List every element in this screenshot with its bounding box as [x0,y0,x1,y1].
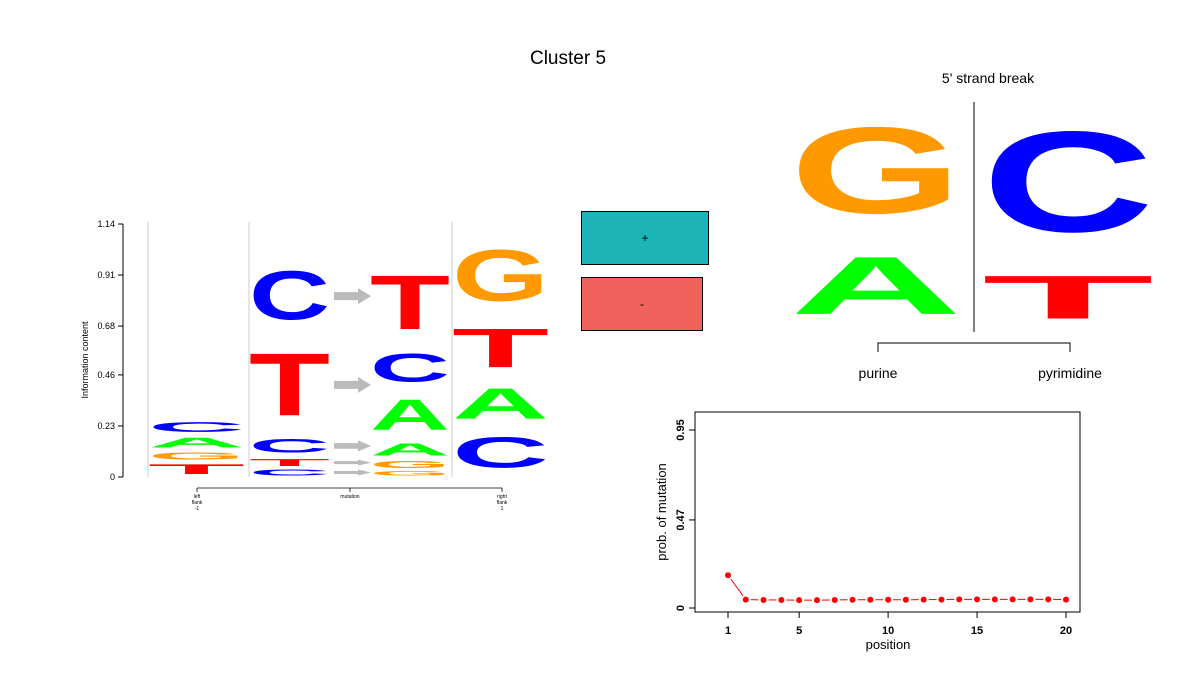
data-point [760,596,767,603]
logo-letter-c: C [249,468,330,477]
data-point [742,596,749,603]
logo-y-axis: 0 0.23 0.46 0.68 0.91 1.14 [97,219,124,482]
strand-break-title: 5' strand break [942,70,1035,86]
logo-letter-c: C [148,419,245,434]
logo-x-tick-label: flank [497,500,508,506]
sequence-logo-chart: 0 0.23 0.46 0.68 0.91 1.14 Information conten… [80,219,549,512]
line-y-tick-label: 0 [675,605,687,611]
data-point [778,596,785,603]
data-point [1027,596,1034,603]
line-x-tick-label: 10 [882,625,894,637]
logo-letter-a: A [452,380,549,428]
line-x-tick-label: 20 [1060,625,1072,637]
logo-letter-a: A [370,439,450,459]
logo-letter-g: G [452,234,549,316]
logo-column-dividers [147,222,453,477]
mutation-arrow [334,440,371,452]
logo-y-tick-label: 0.91 [97,270,115,280]
data-point [813,597,820,604]
logo-x-tick-label: -1 [195,506,200,512]
purine-label: purine [859,365,898,381]
data-point [920,596,927,603]
line-x-axis: 1 5 10 15 20 [725,612,1072,637]
data-point [1009,596,1016,603]
logo-y-tick-label: 0.23 [97,421,115,431]
plot-frame [694,411,1081,613]
logo-letter-t: T [148,461,245,477]
logo-letter-t: T [370,259,450,345]
data-point [991,596,998,603]
logo-letter-t: T [452,317,549,379]
mutation-arrow [334,469,371,476]
data-point [796,597,803,604]
logo-letter-a: A [148,435,245,450]
chart-title: Cluster 5 [529,48,607,69]
data-point [867,596,874,603]
data-point [885,596,892,603]
logo-letter-c: C [249,257,330,334]
line-x-axis-label: position [866,637,911,652]
logo-y-tick-label: 1.14 [97,219,115,229]
line-x-tick-label: 5 [796,625,802,637]
break-letter-t: T [982,263,1154,332]
logo-mutation-arrows [334,288,371,476]
data-point [938,596,945,603]
logo-x-tick-label: mutation [340,494,359,500]
mutation-arrow [334,288,371,305]
line-y-axis: 0 0.47 0.95 [675,419,695,611]
line-y-tick-label: 0.47 [675,509,687,530]
logo-letter-c: C [249,435,330,457]
mutation-arrow [334,376,371,393]
break-letter-c: C [982,101,1154,262]
data-point [974,596,981,603]
mutation-probability-chart: 00.470.95 1 5 10 15 20 position prob. of mut… [654,411,1081,652]
logo-y-tick-label: 0 [110,472,115,482]
minus-strand-box: - [581,277,703,331]
data-point [849,596,856,603]
pyrimidine-label: pyrimidine [1038,365,1102,381]
logo-x-tick-label: flank [192,500,203,506]
mutation-arrow [334,459,371,466]
logo-letter-c: C [370,346,450,390]
break-letter-g: G [790,101,962,239]
logo-y-tick-label: 0.46 [97,370,115,380]
logo-letter-c: C [452,429,549,477]
logo-y-axis-label: Information content [80,321,90,399]
plus-strand-box: + [581,211,709,265]
logo-letter-g: G [370,470,450,477]
logo-y-tick-label: 0.68 [97,321,115,331]
data-point [831,596,838,603]
logo-letter-g: G [370,459,450,470]
strand-break-bracket [877,342,1071,352]
line-x-tick-label: 1 [725,625,731,637]
data-point [956,596,963,603]
data-point [1063,596,1069,603]
logo-x-tick-label: right [497,494,507,500]
logo-letter-t: T [249,335,330,434]
logo-x-tick-label: left [194,494,201,500]
logo-letter-a: A [370,390,450,439]
break-letter-a: A [790,240,962,332]
line-y-tick-label: 0.95 [675,419,687,440]
logo-x-tick-label: 1 [501,506,504,512]
line-y-axis-label: prob. of mutation [654,463,669,561]
line-x-tick-label: 15 [971,625,983,637]
logo-letter-t: T [249,457,330,468]
data-point [902,596,909,603]
data-point [725,572,731,579]
mutation-probability-series [725,572,1069,604]
series-segment [730,578,744,596]
data-point [1045,596,1052,603]
logo-letter-g: G [148,450,245,461]
